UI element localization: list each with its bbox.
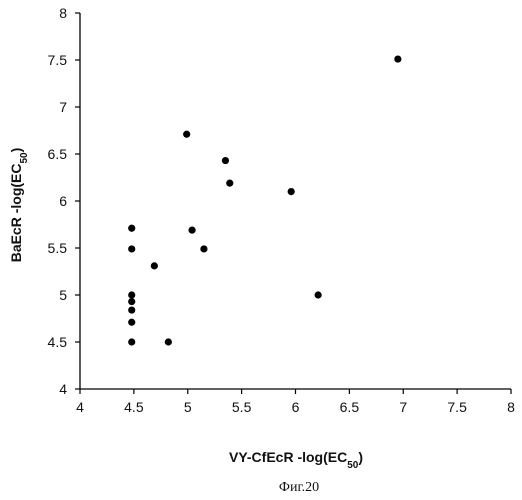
data-point [226,180,233,187]
y-tick-label: 7 [59,99,67,115]
data-point [188,227,195,234]
data-point [128,298,135,305]
data-point [165,338,172,345]
data-point [222,157,229,164]
y-tick-label: 8 [59,5,67,21]
data-point [151,262,158,269]
x-tick-label: 5 [184,399,192,415]
y-tick-label: 6 [59,193,67,209]
x-ticks: 4 4.5 5 5.5 6 6.5 7 7.5 8 [76,389,515,415]
x-tick-label: 6.5 [340,399,360,415]
x-tick-label: 7 [399,399,407,415]
data-point [183,131,190,138]
data-point [128,319,135,326]
y-tick-label: 7.5 [48,52,68,68]
x-axis-title: VY-CfEcR -log(EC50) [229,449,363,471]
y-tick-label: 4.5 [48,334,68,350]
data-point [288,188,295,195]
data-point [128,225,135,232]
x-tick-label: 5.5 [232,399,252,415]
data-point [128,306,135,313]
y-tick-label: 5 [59,287,67,303]
data-point [128,245,135,252]
data-point [128,338,135,345]
y-tick-label: 6.5 [48,146,68,162]
y-tick-label: 5.5 [48,240,68,256]
y-axis-title: BaEcR -log(EC50) [8,148,30,263]
x-tick-label: 6 [292,399,300,415]
axes [80,13,511,389]
figure-caption: Фиг.20 [279,480,319,495]
data-point [200,245,207,252]
data-point [315,291,322,298]
data-point [128,291,135,298]
y-tick-label: 4 [59,381,67,397]
data-points [128,55,401,345]
x-tick-label: 7.5 [447,399,467,415]
x-tick-label: 4 [76,399,84,415]
x-tick-label: 8 [507,399,515,415]
x-tick-label: 4.5 [124,399,144,415]
data-point [394,55,401,62]
y-ticks: 4 4.5 5 5.5 6 6.5 7 7.5 8 [48,5,80,397]
